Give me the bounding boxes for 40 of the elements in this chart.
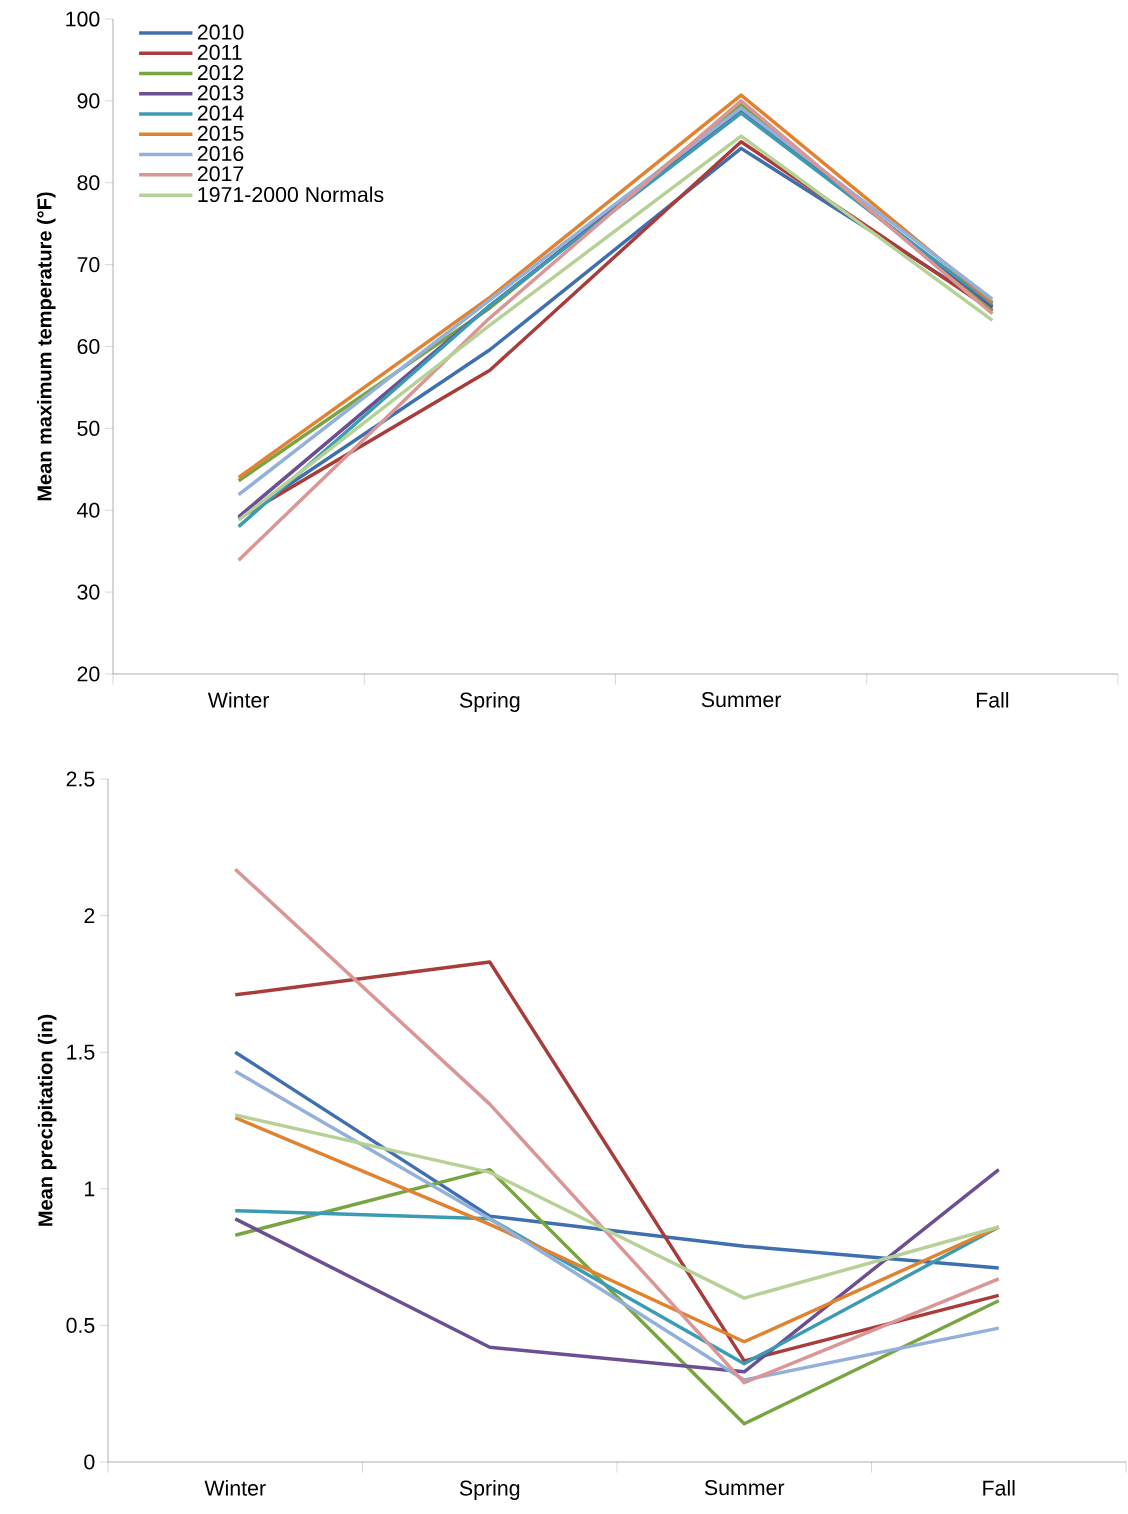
y-tick-label: 100 xyxy=(66,11,100,27)
y-tick-label: 30 xyxy=(77,584,100,600)
x-tick-label: Summer xyxy=(704,1480,785,1496)
y-tick-label: 0 xyxy=(84,1454,95,1470)
line-series xyxy=(233,1167,1001,1374)
y-axis-title: Mean precipitation (in) xyxy=(37,1014,57,1226)
x-tick-label: Spring xyxy=(460,692,520,712)
x-tick-label: Winter xyxy=(207,692,270,708)
legend-label: 2014 xyxy=(197,105,244,121)
y-tick-label: 80 xyxy=(77,175,100,191)
x-tick-label: Fall xyxy=(976,692,1009,708)
y-tick-label: 20 xyxy=(77,666,100,682)
x-tick-label: Summer xyxy=(701,692,782,708)
x-tick-label: Spring xyxy=(459,1480,520,1500)
line-series xyxy=(233,1069,1001,1382)
line-series xyxy=(233,960,1001,1363)
line-series xyxy=(233,1050,1001,1270)
line-series xyxy=(233,1113,1001,1300)
y-tick-label: 2 xyxy=(84,908,95,924)
legend-label: 2013 xyxy=(197,85,244,101)
y-axis-title: Mean maximum temperature (°F) xyxy=(36,192,56,501)
y-tick-label: 40 xyxy=(77,502,100,518)
legend-label: 2010 xyxy=(197,24,244,40)
legend-label: 2011 xyxy=(197,44,242,60)
y-tick-label: 1.5 xyxy=(67,1044,95,1060)
y-tick-label: 70 xyxy=(77,257,100,273)
legend-label: 2016 xyxy=(197,145,244,162)
legend-label: 1971-2000 Normals xyxy=(198,186,384,203)
y-tick-label: 50 xyxy=(77,420,100,436)
legend-label: 2012 xyxy=(197,65,244,81)
legend-label: 2017 xyxy=(197,166,244,182)
y-tick-label: 90 xyxy=(77,93,100,109)
y-tick-label: 0.5 xyxy=(66,1317,95,1333)
x-tick-label: Fall xyxy=(983,1480,1015,1496)
line-series xyxy=(233,867,1001,1385)
y-tick-label: 2.5 xyxy=(66,771,95,787)
legend-label: 2015 xyxy=(197,125,244,141)
x-tick-label: Winter xyxy=(204,1480,266,1496)
y-tick-label: 60 xyxy=(77,338,100,355)
y-tick-label: 1 xyxy=(85,1181,95,1197)
